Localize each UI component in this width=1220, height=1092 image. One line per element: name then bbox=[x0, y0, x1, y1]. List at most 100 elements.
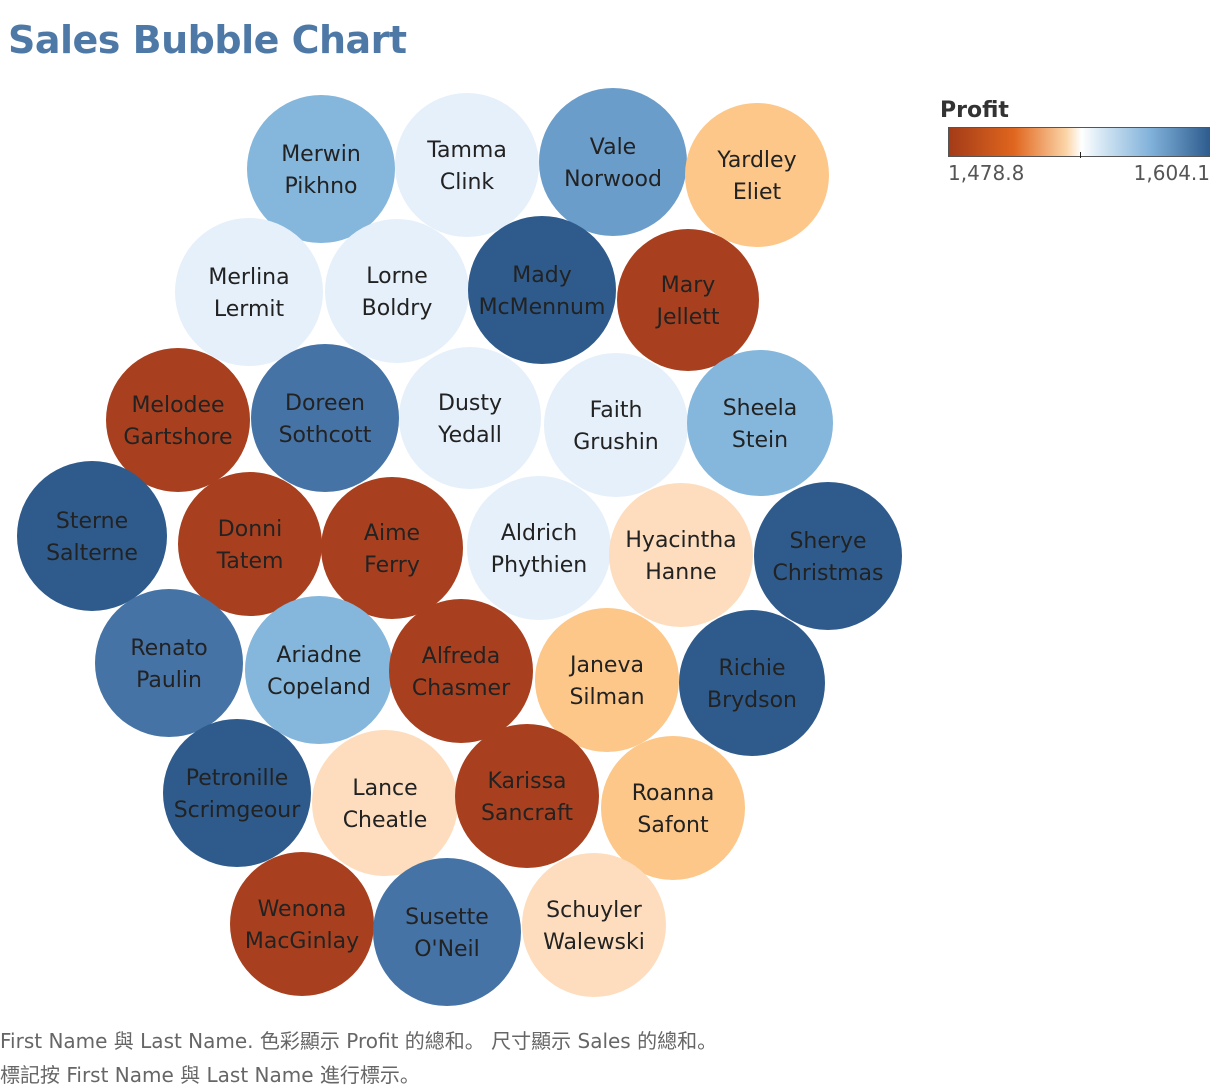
bubble-first-name: Hyacintha bbox=[625, 528, 736, 553]
bubble-last-name: Lermit bbox=[214, 297, 285, 322]
bubble-merlina-lermit[interactable]: Merlina Lermit bbox=[175, 218, 323, 366]
caption-line-2: 標記按 First Name 與 Last Name 進行標示。 bbox=[0, 1063, 420, 1087]
bubble-sterne-salterne[interactable]: Sterne Salterne bbox=[17, 461, 167, 611]
bubble-circle[interactable] bbox=[601, 736, 745, 880]
bubble-karissa-sancraft[interactable]: Karissa Sancraft bbox=[455, 724, 599, 868]
bubble-doreen-sothcott[interactable]: Doreen Sothcott bbox=[251, 344, 399, 492]
bubble-ariadne-copeland[interactable]: Ariadne Copeland bbox=[245, 596, 393, 744]
legend-title: Profit bbox=[940, 98, 1009, 123]
bubble-mary-jellett[interactable]: Mary Jellett bbox=[617, 229, 759, 371]
bubble-dusty-yedall[interactable]: Dusty Yedall bbox=[399, 347, 541, 489]
bubble-first-name: Richie bbox=[718, 656, 785, 681]
bubble-lorne-boldry[interactable]: Lorne Boldry bbox=[325, 219, 469, 363]
bubble-last-name: McMennum bbox=[479, 295, 606, 320]
bubble-circle[interactable] bbox=[609, 483, 753, 627]
chart-title: Sales Bubble Chart bbox=[8, 18, 407, 62]
bubble-first-name: Renato bbox=[130, 636, 207, 661]
bubble-lance-cheatle[interactable]: Lance Cheatle bbox=[312, 730, 458, 876]
bubble-circle[interactable] bbox=[544, 353, 688, 497]
bubble-circle[interactable] bbox=[617, 229, 759, 371]
bubble-circle[interactable] bbox=[251, 344, 399, 492]
bubble-first-name: Merwin bbox=[281, 142, 361, 167]
bubble-vale-norwood[interactable]: Vale Norwood bbox=[539, 88, 687, 236]
bubble-circle[interactable] bbox=[754, 482, 902, 630]
bubble-first-name: Alfreda bbox=[422, 644, 500, 669]
bubble-first-name: Roanna bbox=[632, 781, 715, 806]
bubble-circle[interactable] bbox=[175, 218, 323, 366]
bubble-last-name: Paulin bbox=[136, 668, 202, 693]
bubble-circle[interactable] bbox=[230, 852, 374, 996]
bubble-janeva-silman[interactable]: Janeva Silman bbox=[535, 608, 679, 752]
bubble-circle[interactable] bbox=[95, 589, 243, 737]
legend-gradient-bar bbox=[948, 127, 1210, 158]
bubble-merwin-pikhno[interactable]: Merwin Pikhno bbox=[247, 95, 395, 243]
bubble-last-name: O'Neil bbox=[414, 937, 480, 962]
bubble-circle[interactable] bbox=[373, 858, 521, 1006]
bubble-circle[interactable] bbox=[522, 853, 666, 997]
bubble-schuyler-walewski[interactable]: Schuyler Walewski bbox=[522, 853, 666, 997]
bubble-last-name: Silman bbox=[569, 685, 644, 710]
bubble-last-name: Chasmer bbox=[412, 676, 511, 701]
bubble-last-name: MacGinlay bbox=[245, 929, 359, 954]
bubble-circle[interactable] bbox=[163, 719, 311, 867]
bubble-mady-mcmennum[interactable]: Mady McMennum bbox=[468, 216, 616, 364]
bubble-circle[interactable] bbox=[399, 347, 541, 489]
bubble-circle[interactable] bbox=[455, 724, 599, 868]
bubble-circle[interactable] bbox=[106, 348, 250, 492]
bubble-circle[interactable] bbox=[247, 95, 395, 243]
legend-midpoint-tick bbox=[1080, 152, 1081, 158]
bubble-circle[interactable] bbox=[535, 608, 679, 752]
bubble-last-name: Boldry bbox=[362, 296, 433, 321]
bubble-circle[interactable] bbox=[178, 472, 322, 616]
bubble-first-name: Schuyler bbox=[546, 898, 643, 923]
bubble-last-name: Sothcott bbox=[279, 423, 372, 448]
bubble-circle[interactable] bbox=[325, 219, 469, 363]
bubble-hyacintha-hanne[interactable]: Hyacintha Hanne bbox=[609, 483, 753, 627]
bubble-first-name: Susette bbox=[405, 905, 489, 930]
bubble-last-name: Tatem bbox=[216, 549, 284, 574]
bubble-last-name: Salterne bbox=[46, 541, 138, 566]
bubble-first-name: Melodee bbox=[131, 393, 224, 418]
bubble-first-name: Mary bbox=[661, 273, 716, 298]
bubble-first-name: Donni bbox=[218, 517, 282, 542]
bubble-faith-grushin[interactable]: Faith Grushin bbox=[544, 353, 688, 497]
bubble-circle[interactable] bbox=[679, 610, 825, 756]
bubble-circle[interactable] bbox=[17, 461, 167, 611]
bubble-susette-o-neil[interactable]: Susette O'Neil bbox=[373, 858, 521, 1006]
bubble-first-name: Aldrich bbox=[501, 521, 577, 546]
bubble-circle[interactable] bbox=[685, 103, 829, 247]
bubble-circle[interactable] bbox=[468, 216, 616, 364]
bubble-petronille-scrimgeour[interactable]: Petronille Scrimgeour bbox=[163, 719, 311, 867]
bubble-circle[interactable] bbox=[245, 596, 393, 744]
bubble-last-name: Norwood bbox=[564, 167, 662, 192]
bubble-sherye-christmas[interactable]: Sherye Christmas bbox=[754, 482, 902, 630]
bubble-sheela-stein[interactable]: Sheela Stein bbox=[687, 350, 833, 496]
bubble-aldrich-phythien[interactable]: Aldrich Phythien bbox=[467, 476, 611, 620]
bubble-circle[interactable] bbox=[467, 476, 611, 620]
bubble-circle[interactable] bbox=[687, 350, 833, 496]
bubble-circle[interactable] bbox=[312, 730, 458, 876]
bubble-melodee-gartshore[interactable]: Melodee Gartshore bbox=[106, 348, 250, 492]
bubble-wenona-macginlay[interactable]: Wenona MacGinlay bbox=[230, 852, 374, 996]
bubble-richie-brydson[interactable]: Richie Brydson bbox=[679, 610, 825, 756]
legend-min-label: 1,478.8 bbox=[948, 161, 1025, 185]
bubble-circle[interactable] bbox=[539, 88, 687, 236]
bubble-first-name: Dusty bbox=[438, 391, 502, 416]
bubble-roanna-safont[interactable]: Roanna Safont bbox=[601, 736, 745, 880]
bubble-alfreda-chasmer[interactable]: Alfreda Chasmer bbox=[389, 599, 533, 743]
bubble-first-name: Doreen bbox=[285, 391, 365, 416]
bubble-donni-tatem[interactable]: Donni Tatem bbox=[178, 472, 322, 616]
bubble-first-name: Janeva bbox=[568, 653, 644, 678]
bubble-aime-ferry[interactable]: Aime Ferry bbox=[321, 477, 463, 619]
bubble-first-name: Wenona bbox=[258, 897, 347, 922]
bubble-last-name: Stein bbox=[732, 428, 788, 453]
bubble-last-name: Grushin bbox=[573, 430, 659, 455]
bubble-tamma-clink[interactable]: Tamma Clink bbox=[395, 93, 539, 237]
bubble-first-name: Lance bbox=[352, 776, 417, 801]
bubble-first-name: Sheela bbox=[723, 396, 798, 421]
bubble-circle[interactable] bbox=[389, 599, 533, 743]
bubble-circle[interactable] bbox=[395, 93, 539, 237]
bubble-circle[interactable] bbox=[321, 477, 463, 619]
bubble-renato-paulin[interactable]: Renato Paulin bbox=[95, 589, 243, 737]
bubble-yardley-eliet[interactable]: Yardley Eliet bbox=[685, 103, 829, 247]
